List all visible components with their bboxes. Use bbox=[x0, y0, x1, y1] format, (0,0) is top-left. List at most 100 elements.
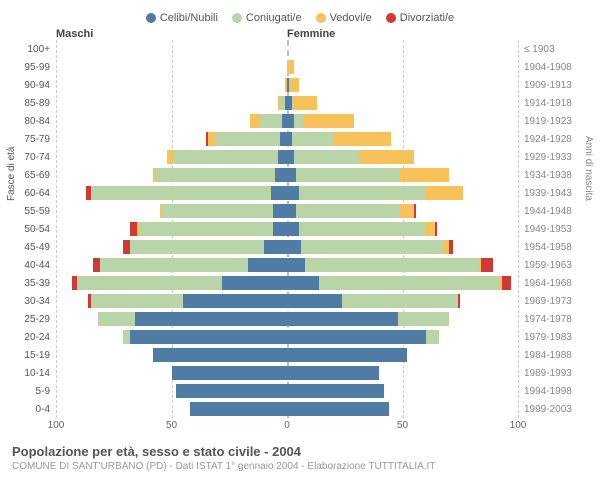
birth-year-label: 1954-1958 bbox=[518, 242, 588, 253]
bar-segment bbox=[481, 258, 493, 272]
bar-segment bbox=[287, 258, 305, 272]
female-bar bbox=[287, 240, 518, 254]
age-label: 20-24 bbox=[12, 332, 56, 343]
age-row: 5-9 1994-1998 bbox=[12, 382, 588, 400]
chart-title: Popolazione per età, sesso e stato civil… bbox=[12, 444, 588, 459]
legend: Celibi/Nubili Coniugati/e Vedovi/e Divorzia… bbox=[12, 12, 588, 24]
age-label: 5-9 bbox=[12, 386, 56, 397]
bar-segment bbox=[98, 312, 135, 326]
female-bar bbox=[287, 78, 518, 92]
bar-segment bbox=[93, 258, 100, 272]
x-axis: 10050050100 bbox=[12, 420, 588, 434]
male-bar bbox=[56, 294, 287, 308]
male-bar bbox=[56, 168, 287, 182]
x-tick: 0 bbox=[284, 420, 290, 431]
birth-year-label: 1959-1963 bbox=[518, 260, 588, 271]
birth-year-label: 1934-1938 bbox=[518, 170, 588, 181]
age-row: 90-941909-1913 bbox=[12, 76, 588, 94]
bar-segment bbox=[287, 330, 426, 344]
female-bar bbox=[287, 60, 518, 74]
age-row: 10-141989-1993 bbox=[12, 364, 588, 382]
x-tick: 100 bbox=[510, 420, 527, 431]
bar-segment bbox=[299, 186, 426, 200]
birth-year-label: 1994-1998 bbox=[518, 386, 588, 397]
birth-year-label: 1999-2003 bbox=[518, 404, 588, 415]
male-bar bbox=[56, 78, 287, 92]
age-row: 55-591944-1948 bbox=[12, 202, 588, 220]
age-row: 50-541949-1953 bbox=[12, 220, 588, 238]
bar-pair bbox=[56, 258, 518, 272]
bar-segment bbox=[502, 276, 511, 290]
age-row: 60-641939-1943 bbox=[12, 184, 588, 202]
bar-pair bbox=[56, 60, 518, 74]
bar-pair bbox=[56, 240, 518, 254]
bar-segment bbox=[259, 114, 282, 128]
bar-segment bbox=[190, 402, 287, 416]
bar-segment bbox=[135, 312, 287, 326]
bar-segment bbox=[130, 240, 264, 254]
bar-pair bbox=[56, 150, 518, 164]
bar-segment bbox=[287, 312, 398, 326]
bar-segment bbox=[273, 204, 287, 218]
age-label: 65-69 bbox=[12, 170, 56, 181]
bar-segment bbox=[294, 96, 317, 110]
bar-pair bbox=[56, 132, 518, 146]
bar-pair bbox=[56, 294, 518, 308]
age-label: 85-89 bbox=[12, 98, 56, 109]
bar-segment bbox=[77, 276, 223, 290]
female-bar bbox=[287, 258, 518, 272]
bar-segment bbox=[264, 240, 287, 254]
legend-item: Vedovi/e bbox=[316, 12, 372, 24]
bar-segment bbox=[287, 276, 319, 290]
legend-swatch bbox=[232, 13, 242, 23]
bar-segment bbox=[278, 150, 287, 164]
age-label: 55-59 bbox=[12, 206, 56, 217]
bar-segment bbox=[400, 204, 414, 218]
birth-year-label: 1949-1953 bbox=[518, 224, 588, 235]
legend-label: Vedovi/e bbox=[330, 12, 372, 24]
age-label: 95-99 bbox=[12, 62, 56, 73]
female-bar bbox=[287, 222, 518, 236]
male-bar bbox=[56, 150, 287, 164]
birth-year-label: 1929-1933 bbox=[518, 152, 588, 163]
bar-segment bbox=[287, 348, 407, 362]
male-bar bbox=[56, 114, 287, 128]
female-bar bbox=[287, 366, 518, 380]
bar-pair bbox=[56, 276, 518, 290]
birth-year-label: 1924-1928 bbox=[518, 134, 588, 145]
female-bar bbox=[287, 150, 518, 164]
bar-segment bbox=[426, 186, 463, 200]
male-bar bbox=[56, 312, 287, 326]
age-row: 65-69 1934-1938 bbox=[12, 166, 588, 184]
bar-segment bbox=[271, 186, 287, 200]
male-header: Maschi bbox=[56, 28, 287, 40]
bar-segment bbox=[294, 150, 359, 164]
female-bar bbox=[287, 186, 518, 200]
age-row: 35-391964-1968 bbox=[12, 274, 588, 292]
male-bar bbox=[56, 366, 287, 380]
age-label: 30-34 bbox=[12, 296, 56, 307]
x-tick: 50 bbox=[397, 420, 408, 431]
female-bar bbox=[287, 276, 518, 290]
male-bar bbox=[56, 132, 287, 146]
bar-segment bbox=[305, 258, 478, 272]
female-bar bbox=[287, 348, 518, 362]
bar-segment bbox=[400, 168, 449, 182]
age-label: 90-94 bbox=[12, 80, 56, 91]
legend-label: Coniugati/e bbox=[246, 12, 302, 24]
legend-label: Celibi/Nubili bbox=[160, 12, 218, 24]
age-label: 70-74 bbox=[12, 152, 56, 163]
bar-segment bbox=[123, 240, 130, 254]
bar-segment bbox=[100, 258, 248, 272]
bar-segment bbox=[130, 330, 287, 344]
age-row: 95-991904-1908 bbox=[12, 58, 588, 76]
bar-segment bbox=[123, 330, 130, 344]
chart-subtitle: COMUNE DI SANT'URBANO (PD) - Dati ISTAT … bbox=[12, 461, 588, 472]
bar-segment bbox=[287, 294, 342, 308]
legend-item: Divorziati/e bbox=[386, 12, 454, 24]
age-label: 25-29 bbox=[12, 314, 56, 325]
bar-segment bbox=[319, 276, 499, 290]
bar-segment bbox=[287, 366, 379, 380]
bar-segment bbox=[414, 204, 416, 218]
bar-segment bbox=[299, 222, 426, 236]
